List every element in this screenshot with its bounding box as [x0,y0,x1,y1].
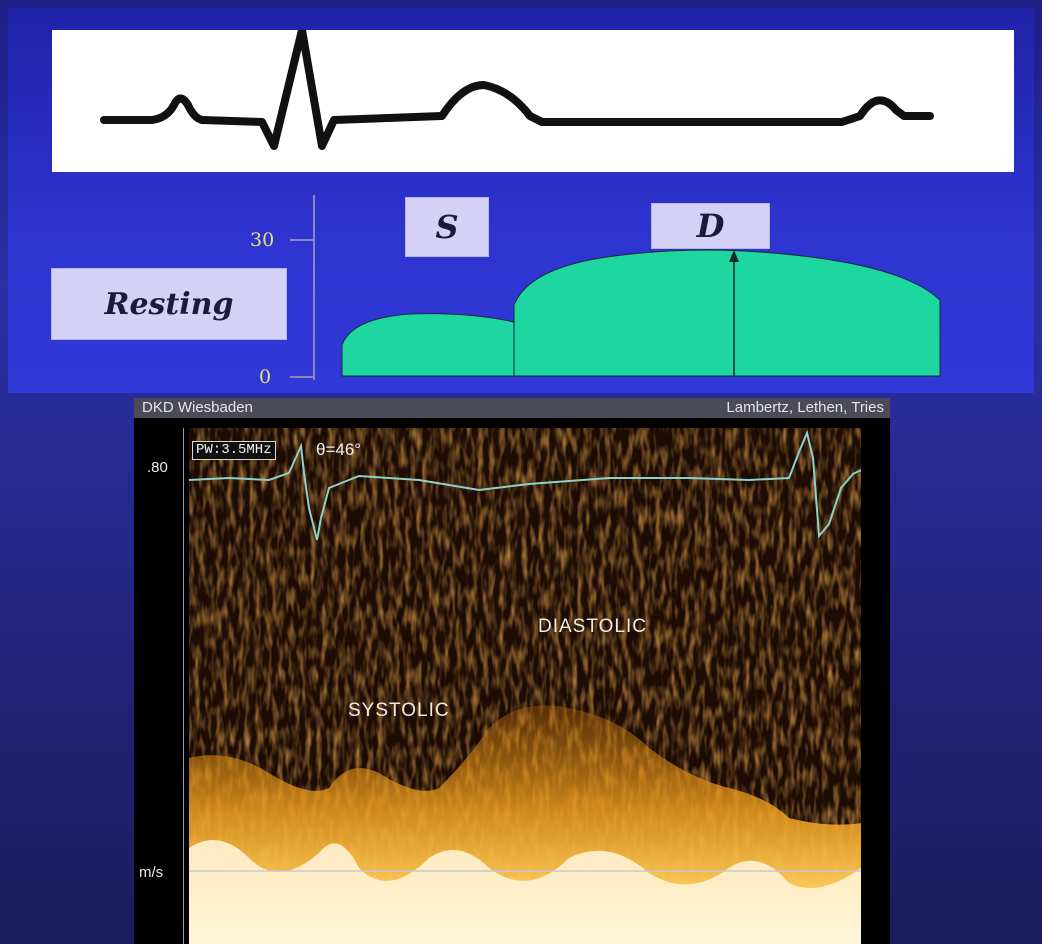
y-tick-label-0: 0 [259,366,272,388]
s-wave-label: S [405,197,489,257]
diastolic-label: DIASTOLIC [538,616,647,637]
bright-core [189,840,861,944]
velocity-scale [183,428,184,944]
doppler-header: DKD Wiesbaden Lambertz, Lethen, Tries [134,398,890,418]
doppler-ecg-trace [189,429,861,541]
d-peak-arrowhead [729,250,739,262]
y-tick-label-30: 30 [250,229,275,251]
scale-unit-label: m/s [139,864,164,881]
pw-mode-tag: PW:3.5MHz [192,441,276,460]
ecg-waveform [100,30,934,150]
resting-label: Resting [51,268,287,340]
angle-label: θ=46° [316,440,362,459]
diastolic-flow-shape [513,249,941,377]
spectral-svg [189,428,861,944]
spectral-display [189,428,861,944]
header-left-text: DKD Wiesbaden [142,399,253,416]
flow-diagram [290,195,941,380]
ecg-box [52,30,1014,172]
d-wave-label: D [651,203,770,249]
header-right-text: Lambertz, Lethen, Tries [726,399,884,416]
systolic-label: SYSTOLIC [348,700,450,721]
scale-top-label: .80 [147,459,168,476]
systolic-flow-shape [341,313,515,377]
